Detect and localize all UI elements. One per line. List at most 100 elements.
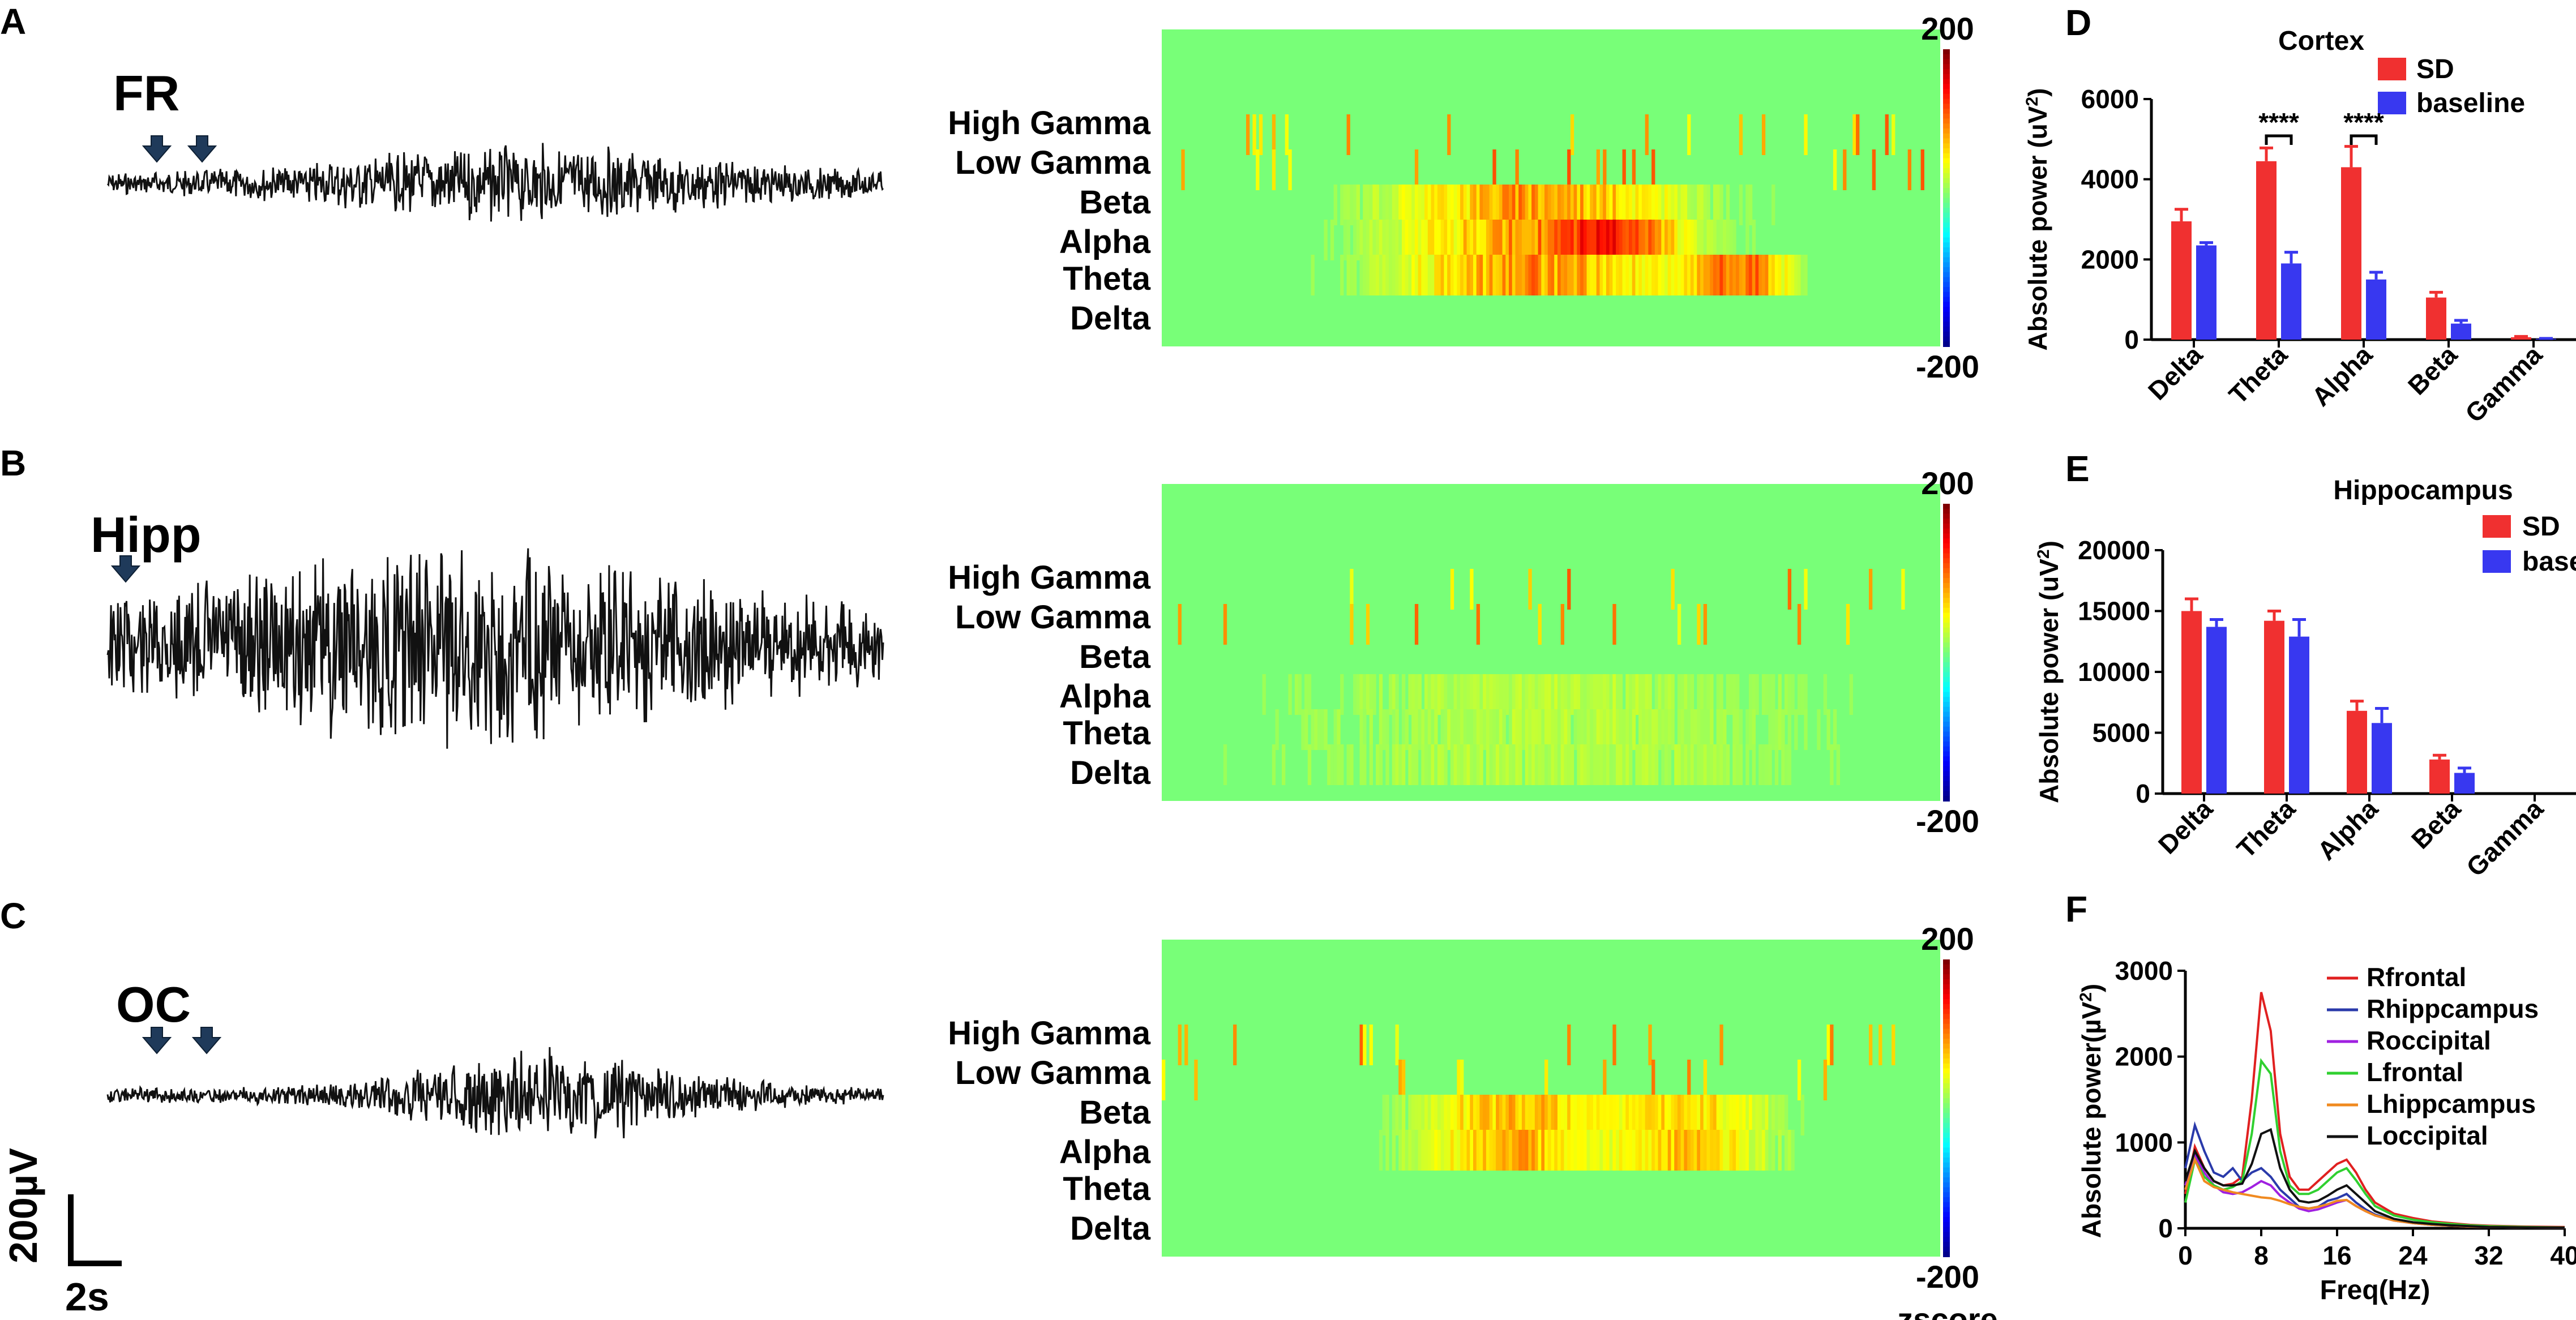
heatmap-cell: [1476, 744, 1480, 785]
colorbar-segment: [1943, 776, 1950, 782]
heatmap-cell: [1534, 255, 1539, 295]
heatmap-cell: [1713, 744, 1717, 785]
heatmap-cell: [1359, 1025, 1363, 1065]
heatmap-cell: [1697, 1095, 1701, 1135]
heatmap-cell: [1785, 1130, 1788, 1171]
heatmap-cell: [1693, 1095, 1697, 1135]
heatmap-cell: [1677, 1130, 1681, 1171]
heatmap-cell: [1538, 744, 1542, 785]
heatmap-cell: [1333, 744, 1337, 785]
heatmap-cell: [1700, 1130, 1704, 1171]
heatmap-cell: [1483, 709, 1487, 750]
heatmap-cell: [1483, 674, 1487, 715]
heatmap-cell: [1732, 1130, 1736, 1171]
colorbar-segment: [1943, 1019, 1950, 1025]
heatmap-cell: [1648, 1130, 1652, 1171]
panel-label-c: C: [0, 895, 26, 936]
colorbar-segment: [1943, 272, 1950, 278]
heatmap-cell: [1768, 1095, 1772, 1135]
heatmap-cell: [1395, 674, 1399, 715]
heatmap-cell: [1716, 185, 1721, 225]
heatmap-cell: [1577, 255, 1581, 295]
heatmap-cell: [1554, 255, 1558, 295]
heatmap-cell: [1593, 744, 1597, 785]
heatmap-cell: [1421, 185, 1425, 225]
colorbar-segment: [1943, 262, 1950, 268]
colorbar-segment: [1943, 697, 1950, 702]
heatmap-cell: [1761, 1130, 1766, 1171]
band-label: Low Gamma: [955, 1055, 1151, 1091]
heatmap-cell: [1567, 220, 1571, 260]
heatmap-cell: [1427, 744, 1432, 785]
heatmap-cell: [1583, 1130, 1587, 1171]
heatmap-cell: [1531, 185, 1535, 225]
heatmap-cell: [1616, 1095, 1620, 1135]
heatmap-cell: [1778, 1095, 1782, 1135]
colorbar-segment: [1943, 1147, 1950, 1154]
heatmap-cell: [1518, 220, 1522, 260]
heatmap-cell: [1450, 569, 1454, 610]
heatmap-cell: [1817, 709, 1821, 750]
colorbar-segment: [1943, 118, 1950, 125]
colorbar-segment: [1943, 756, 1950, 762]
colorbar-segment: [1943, 573, 1950, 579]
heatmap-cell: [1496, 744, 1500, 785]
heatmap-cell: [1674, 1095, 1678, 1135]
heatmap-cell: [1693, 744, 1697, 785]
heatmap-cell: [1645, 220, 1649, 260]
colorbar-segment: [1943, 168, 1950, 174]
heatmap-cell: [1742, 255, 1746, 295]
heatmap-cell: [1706, 1130, 1710, 1171]
heatmap-cell: [1385, 1095, 1389, 1135]
colorbar-segment: [1943, 627, 1950, 633]
heatmap-cell: [1596, 674, 1601, 715]
colorbar-segment: [1943, 183, 1950, 188]
heatmap-cell: [1366, 674, 1370, 715]
colorbar-segment: [1943, 603, 1950, 608]
heatmap-cell: [1447, 114, 1451, 155]
heatmap-cell: [1612, 604, 1616, 645]
heatmap-cell: [1547, 709, 1552, 750]
heatmap-cell: [1525, 220, 1529, 260]
heatmap-cell: [1580, 185, 1584, 225]
heatmap-cell: [1654, 744, 1659, 785]
heatmap-cell: [1473, 1095, 1477, 1135]
heatmap-cell: [1538, 674, 1542, 715]
heatmap-cell: [1307, 744, 1312, 785]
heatmap-cell: [1684, 674, 1688, 715]
heatmap-cell: [1632, 1130, 1636, 1171]
bar: [2341, 167, 2361, 340]
colorbar-segment: [1943, 311, 1950, 318]
heatmap-cell: [1470, 1095, 1474, 1135]
heatmap-cell: [1544, 255, 1548, 295]
colorbar-segment: [1943, 267, 1950, 273]
heatmap-cell: [1648, 674, 1652, 715]
heatmap-cell: [1761, 744, 1766, 785]
heatmap-cell: [1560, 744, 1565, 785]
heatmap-cell: [1748, 1095, 1753, 1135]
heatmap-cell: [1778, 255, 1782, 295]
heatmap-cell: [1547, 185, 1552, 225]
heatmap-cell: [1710, 744, 1714, 785]
heatmap-cell: [1586, 185, 1590, 225]
x-tick-label: Beta: [2402, 340, 2463, 401]
heatmap-cell: [1846, 604, 1850, 645]
heatmap-cell: [1551, 1095, 1555, 1135]
heatmap-cell: [1849, 674, 1853, 715]
colorbar-segment: [1943, 1197, 1950, 1203]
heatmap-cell: [1736, 1130, 1740, 1171]
heatmap-cell: [1440, 185, 1445, 225]
heatmap-cell: [1774, 1095, 1779, 1135]
colorbar-segment: [1943, 1192, 1950, 1198]
heatmap-cell: [1843, 149, 1847, 190]
heatmap-cell: [1697, 744, 1701, 785]
heatmap-cell: [1697, 1130, 1701, 1171]
heatmap-cell: [1583, 255, 1587, 295]
heatmap-cell: [1599, 1095, 1603, 1135]
heatmap-cell: [1405, 220, 1409, 260]
heatmap-cell: [1476, 674, 1480, 715]
colorbar-segment: [1943, 1034, 1950, 1039]
heatmap-cell: [1483, 220, 1487, 260]
heatmap-cell: [1311, 709, 1315, 750]
x-tick-label: Gamma: [2461, 794, 2549, 882]
